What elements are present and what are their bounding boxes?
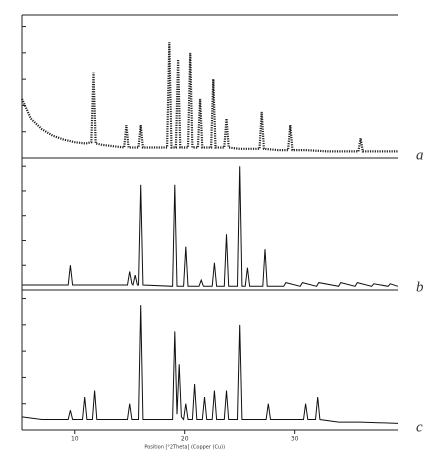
pattern-line	[22, 166, 399, 287]
panel-label: b	[416, 279, 424, 295]
x-axis-title: Position [°2Theta] (Copper (Cu))	[144, 445, 225, 451]
pattern-line	[21, 305, 399, 424]
x-tick-label: 10	[71, 436, 79, 443]
panel-label: a	[416, 147, 424, 163]
x-tick-label: 20	[181, 436, 189, 443]
pattern-line	[20, 42, 398, 153]
x-tick-label: 30	[291, 436, 299, 443]
panel-label: c	[416, 419, 423, 435]
